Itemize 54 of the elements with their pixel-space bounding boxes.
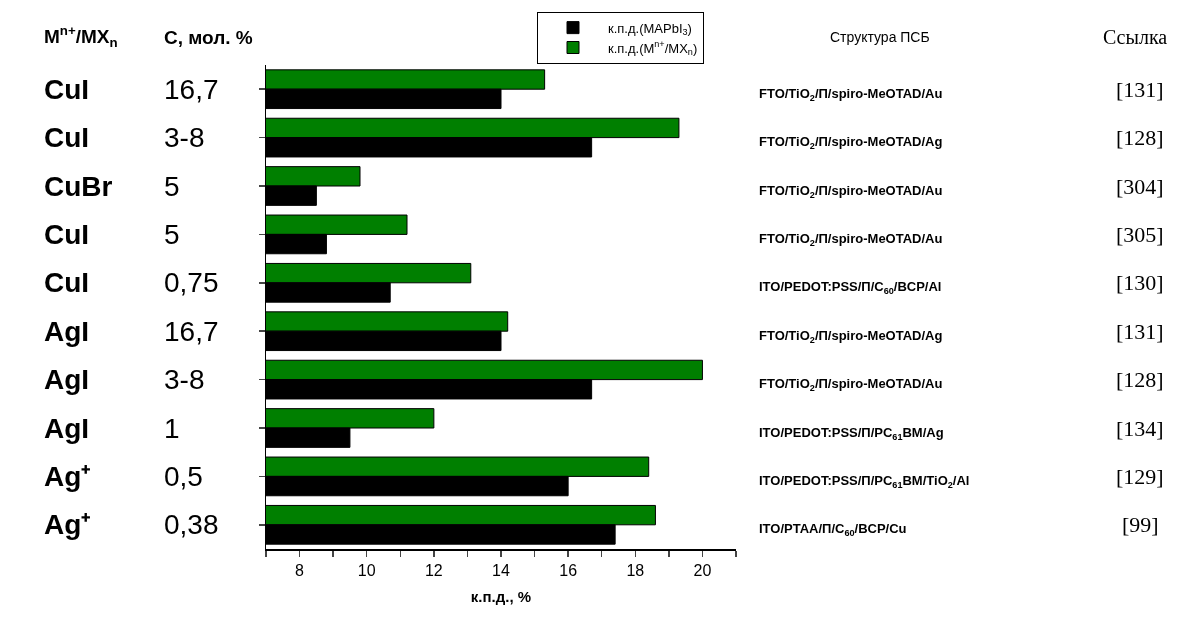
text: 0,5 <box>164 461 203 492</box>
text: [128] <box>1116 125 1164 150</box>
x-tick-label: 8 <box>295 561 305 579</box>
y-tick-label: AgI <box>44 316 90 347</box>
y-tick-label: CuI <box>44 122 90 153</box>
text: [130] <box>1116 270 1164 295</box>
text: [305] <box>1116 222 1164 247</box>
text: FTO/TiO$_{2}$/П/spiro-MeOTAD/Au <box>759 86 943 103</box>
x-tick-label: 12 <box>424 561 443 579</box>
x-tick-label: 20 <box>693 561 712 579</box>
x-tick-label: 10 <box>357 561 376 579</box>
text: 16,7 <box>164 74 219 105</box>
y-tick-label: AgI <box>44 413 90 444</box>
text: FTO/TiO$_{2}$/П/spiro-MeOTAD/Au <box>759 376 943 393</box>
text: [131] <box>1116 77 1164 102</box>
y-tick-label: AgI <box>44 364 90 395</box>
text: ITO/PEDOT:PSS/П/C$_{60}$/BCP/Al <box>759 279 942 296</box>
text: 3-8 <box>164 122 205 153</box>
legend-label: к.п.д.(M$^{n+}$/MX$_{n}$) <box>608 39 698 58</box>
text: ITO/PEDOT:PSS/П/PC$_{61}$BM/Ag <box>759 425 944 442</box>
text: ITO/PEDOT:PSS/П/PC$_{61}$BM/TiO$_{2}$/Al <box>759 473 970 490</box>
text: Ссылка <box>1103 26 1168 48</box>
text: [131] <box>1116 319 1164 344</box>
text: FTO/TiO$_{2}$/П/spiro-MeOTAD/Ag <box>759 134 943 151</box>
x-axis-title: к.п.д., % <box>470 588 532 606</box>
text: FTO/TiO$_{2}$/П/spiro-MeOTAD/Ag <box>759 328 943 345</box>
text: 1 <box>164 413 180 444</box>
text: Структура ПСБ <box>830 29 930 45</box>
y-tick-label: Ag⁺ <box>44 509 91 540</box>
x-tick-label: 18 <box>626 561 645 579</box>
text: C, мол. % <box>164 27 253 48</box>
y-tick-label: Ag⁺ <box>44 461 91 492</box>
text: 5 <box>164 171 180 202</box>
text: [99] <box>1122 512 1159 537</box>
text: 3-8 <box>164 364 205 395</box>
text: [304] <box>1116 174 1164 199</box>
text: [129] <box>1116 464 1164 489</box>
y-tick-label: CuBr <box>44 171 113 202</box>
x-tick-label: 14 <box>492 561 510 579</box>
legend-label: к.п.д.(MAPbI$_{3}$) <box>608 20 692 38</box>
y-tick-label: CuI <box>44 219 90 250</box>
y-tick-label: CuI <box>44 267 90 298</box>
y-tick-label: CuI <box>44 74 90 105</box>
text: FTO/TiO$_{2}$/П/spiro-MeOTAD/Au <box>759 183 943 200</box>
text: FTO/TiO$_{2}$/П/spiro-MeOTAD/Au <box>759 231 943 248</box>
text: 16,7 <box>164 316 219 347</box>
text: [128] <box>1116 367 1164 392</box>
text: 0,38 <box>164 509 219 540</box>
y-axis-title: M$^{n+}$/MX$_{n}$ <box>44 23 118 50</box>
text: 0,75 <box>164 267 219 298</box>
text: 5 <box>164 219 180 250</box>
text: ITO/PTAA/П/C$_{60}$/BCP/Cu <box>759 521 907 538</box>
x-tick-label: 16 <box>559 561 578 579</box>
text: [134] <box>1116 416 1164 441</box>
